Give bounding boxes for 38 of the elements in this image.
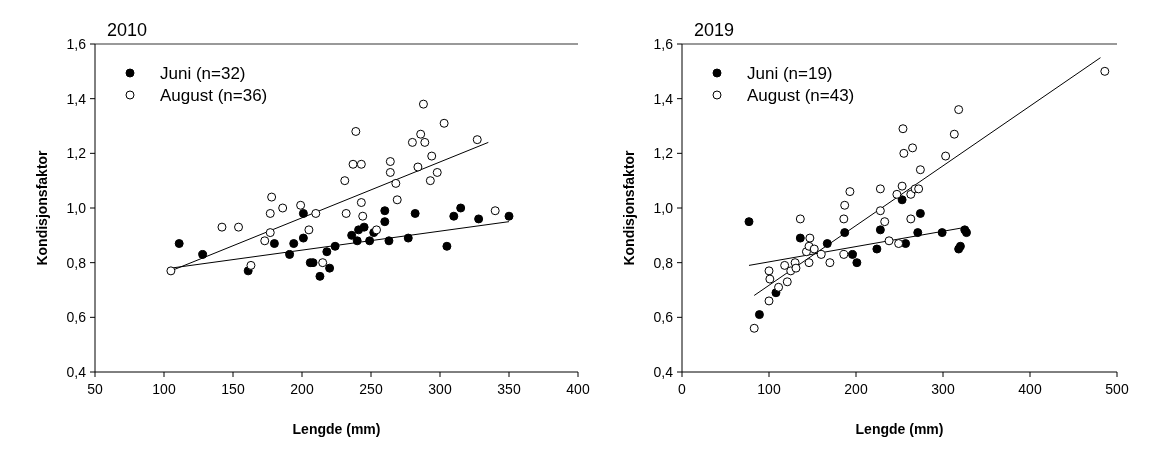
x-tick-label: 100 <box>757 381 781 397</box>
chart-title: 2019 <box>694 20 735 40</box>
x-tick-label: 300 <box>428 381 452 397</box>
y-tick-label: 0,8 <box>66 254 87 271</box>
y-tick-label: 0,8 <box>653 254 674 271</box>
y-tick-label: 0,6 <box>653 309 674 326</box>
legend-label: Juni (n=19) <box>747 63 833 83</box>
y-tick-label: 1,2 <box>653 145 674 162</box>
y-tick-label: 1,4 <box>653 90 674 107</box>
x-tick-label: 350 <box>497 381 521 397</box>
x-axis-title: Lengde (mm) <box>855 421 944 437</box>
y-tick-label: 1,4 <box>66 90 87 107</box>
x-tick-label: 100 <box>152 381 176 397</box>
legend-label: August (n=36) <box>160 85 268 105</box>
y-tick-label: 1,6 <box>66 35 87 52</box>
x-tick-label: 400 <box>566 381 590 397</box>
x-tick-label: 0 <box>678 381 687 397</box>
x-tick-label: 50 <box>87 381 103 397</box>
y-tick-label: 1,0 <box>653 199 674 216</box>
y-tick-label: 0,6 <box>66 309 87 326</box>
chart-title: 2010 <box>107 20 148 40</box>
y-tick-label: 0,4 <box>66 363 87 380</box>
x-tick-label: 400 <box>1018 381 1042 397</box>
x-tick-label: 200 <box>844 381 868 397</box>
y-tick-label: 0,4 <box>653 363 674 380</box>
x-tick-label: 150 <box>221 381 245 397</box>
y-tick-label: 1,2 <box>66 145 87 162</box>
x-tick-label: 300 <box>931 381 955 397</box>
x-tick-label: 200 <box>290 381 314 397</box>
legend-label: August (n=43) <box>747 85 855 105</box>
legend-label: Juni (n=32) <box>160 63 246 83</box>
y-tick-label: 1,6 <box>653 35 674 52</box>
y-tick-label: 1,0 <box>66 199 87 216</box>
y-axis-title: Kondisjonsfaktor <box>34 149 50 266</box>
x-axis-title: Lengde (mm) <box>292 421 381 437</box>
x-tick-label: 500 <box>1105 381 1129 397</box>
y-axis-title: Kondisjonsfaktor <box>621 149 637 266</box>
x-tick-label: 250 <box>359 381 383 397</box>
